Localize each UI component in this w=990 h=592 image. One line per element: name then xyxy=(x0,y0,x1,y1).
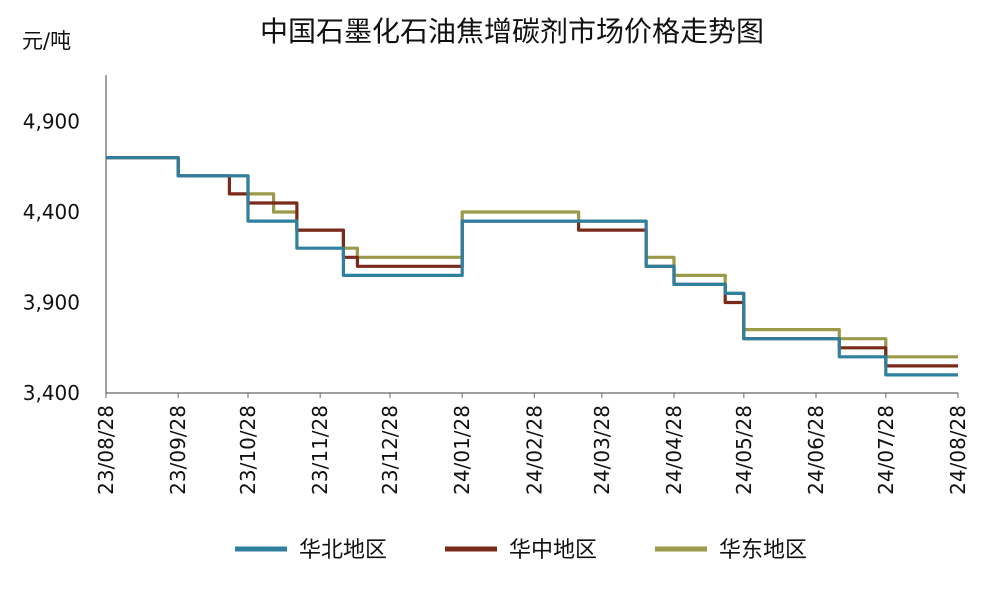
legend: 华北地区 华中地区 华东地区 xyxy=(235,538,807,563)
x-tick-label: 23/08/28 xyxy=(94,405,118,495)
x-tick-label: 24/05/28 xyxy=(732,405,756,495)
chart-title: 中国石墨化石油焦增碳剂市场价格走势图 xyxy=(260,15,764,48)
y-tick-label: 4,400 xyxy=(23,200,80,224)
x-tick-label: 24/01/28 xyxy=(450,405,474,495)
series-line-1 xyxy=(106,156,958,368)
y-tick-label: 4,900 xyxy=(23,110,80,134)
x-tick-label: 24/06/28 xyxy=(804,405,828,495)
y-tick-label: 3,900 xyxy=(23,291,80,315)
series-line-2 xyxy=(106,156,958,359)
legend-label-1: 华中地区 xyxy=(509,538,597,563)
x-tick-label: 24/07/28 xyxy=(874,405,898,495)
x-tick-label: 23/12/28 xyxy=(378,405,402,495)
x-tick-label: 23/11/28 xyxy=(308,405,332,495)
x-tick-label: 23/10/28 xyxy=(236,405,260,495)
x-tick-label: 24/08/28 xyxy=(946,405,970,495)
legend-label-0: 华北地区 xyxy=(299,538,387,563)
series-line-0 xyxy=(106,156,958,377)
x-tick-label: 23/09/28 xyxy=(166,405,190,495)
x-axis: 23/08/28 23/09/28 23/10/28 23/11/28 23/12/28… xyxy=(94,392,970,495)
x-tick-label: 24/03/28 xyxy=(590,405,614,495)
y-tick-label: 3,400 xyxy=(23,381,80,405)
y-axis: 3,400 3,900 4,400 4,900 xyxy=(23,75,107,405)
x-tick-label: 24/02/28 xyxy=(522,405,546,495)
y-axis-unit-label: 元/吨 xyxy=(22,29,71,53)
x-tick-label: 24/04/28 xyxy=(662,405,686,495)
legend-label-2: 华东地区 xyxy=(719,538,807,563)
plot-series xyxy=(106,156,958,377)
